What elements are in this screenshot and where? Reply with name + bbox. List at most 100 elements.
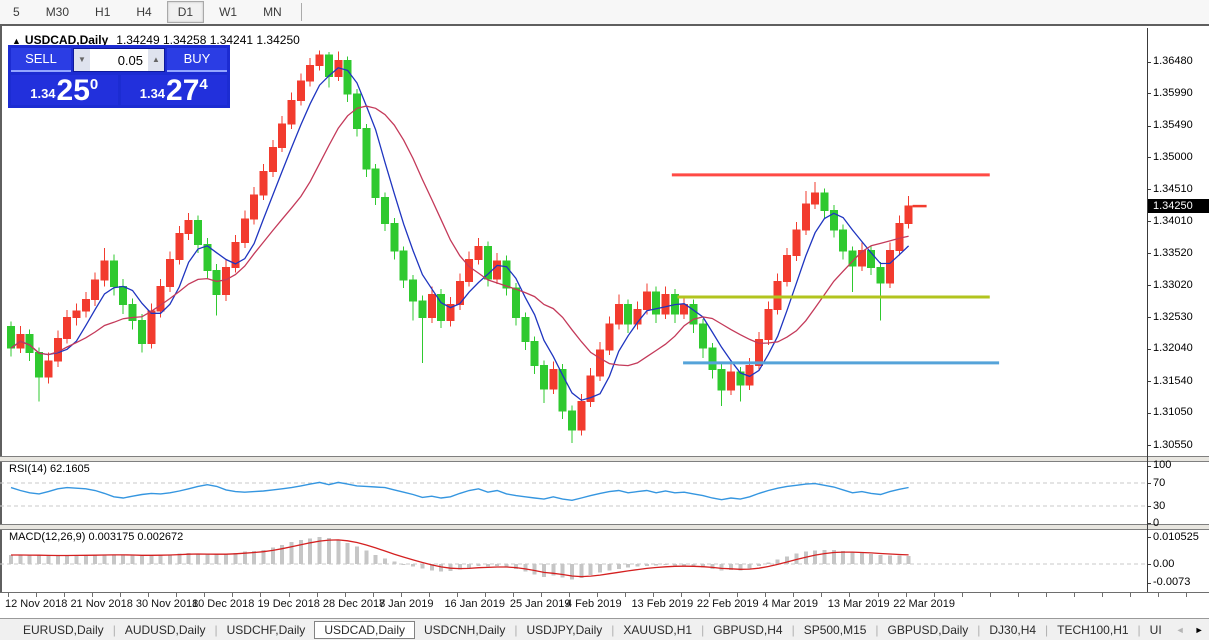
- time-tick-mark: [1130, 593, 1131, 597]
- price-axis-label: 1.33020: [1153, 278, 1193, 291]
- chart-tab-dj30-h4[interactable]: DJ30,H4: [989, 622, 1037, 637]
- timeframe-button-h1[interactable]: H1: [95, 5, 111, 19]
- axis-tick-mark: [1147, 582, 1151, 584]
- timeframe-button-5[interactable]: 5: [13, 5, 20, 19]
- time-tick-mark: [934, 593, 935, 597]
- axis-tick-mark: [1147, 221, 1151, 223]
- time-tick-mark: [1186, 593, 1187, 597]
- time-tick-mark: [1102, 593, 1103, 597]
- axis-tick-mark: [1147, 348, 1151, 350]
- tab-separator: |: [514, 622, 518, 637]
- time-tick-mark: [1158, 593, 1159, 597]
- buy-quote[interactable]: 1.34 27 4: [120, 75, 227, 106]
- price-axis-label: 1.34510: [1153, 182, 1193, 195]
- timeframe-button-d1[interactable]: D1: [166, 1, 205, 23]
- axis-tick-mark: [1147, 445, 1151, 446]
- date-axis-label: 25 Jan 2019: [509, 598, 571, 610]
- axis-tick-mark: [1147, 412, 1151, 414]
- date-axis-label: 10 Dec 2018: [192, 598, 255, 610]
- time-tick-mark: [906, 593, 907, 597]
- macd-chart-canvas[interactable]: [0, 529, 1147, 592]
- axis-tick-mark: [1147, 93, 1151, 95]
- panel-splitter[interactable]: [0, 524, 1209, 530]
- volume-decrease-icon[interactable]: ▼: [74, 49, 90, 71]
- tab-separator: |: [701, 622, 705, 637]
- buy-button[interactable]: BUY: [167, 48, 227, 72]
- chart-tabbar: EURUSD,Daily | AUDUSD,Daily | USDCHF,Daily US…: [0, 618, 1209, 640]
- chart-tab-usdcad-daily[interactable]: USDCAD,Daily: [314, 620, 415, 639]
- axis-tick-mark: [1147, 61, 1151, 63]
- chart-tab-tech100-h1[interactable]: TECH100,H1: [1057, 622, 1129, 637]
- timeframe-button-h4[interactable]: H4: [136, 5, 152, 19]
- timeframe-toolbar: 5 M30 H1 H4 D1 W1 MN: [0, 0, 1209, 26]
- toolbar-separator: [300, 3, 302, 21]
- price-axis-label: 1.36480: [1153, 55, 1193, 68]
- panel-splitter[interactable]: [0, 456, 1209, 462]
- rsi-label: RSI(14) 62.1605: [9, 463, 90, 475]
- rsi-chart-canvas[interactable]: [0, 461, 1147, 524]
- macd-axis-label: 0.00: [1153, 557, 1175, 570]
- ohlc-quotes: 1.34249 1.34258 1.34241 1.34250: [116, 33, 300, 47]
- buy-price-prefix: 1.34: [139, 86, 166, 101]
- tab-scroll-left-icon[interactable]: ◄: [1175, 624, 1185, 635]
- chart-tab-usdcnh-daily[interactable]: USDCNH,Daily: [424, 622, 506, 637]
- chart-tab-ui[interactable]: UI: [1149, 622, 1162, 637]
- price-axis-label: 1.32530: [1153, 310, 1193, 323]
- volume-increase-icon[interactable]: ▲: [148, 49, 164, 71]
- tab-scroll-right-icon[interactable]: ►: [1194, 624, 1204, 635]
- time-tick-mark: [793, 593, 794, 597]
- timeframe-button-w1[interactable]: W1: [219, 5, 238, 19]
- chart-tab-usdjpy-daily[interactable]: USDJPY,Daily: [526, 622, 603, 637]
- volume-input[interactable]: [90, 49, 148, 71]
- time-tick-mark: [204, 593, 205, 597]
- time-tick-mark: [709, 593, 710, 597]
- collapse-chart-icon[interactable]: ▲: [12, 36, 21, 46]
- timeframe-button-m30[interactable]: M30: [45, 5, 70, 19]
- time-tick-mark: [990, 593, 991, 597]
- time-tick-mark: [1018, 593, 1019, 597]
- timeframe-buttons: 5 M30 H1 H4 D1 W1 MN: [0, 1, 295, 23]
- price-axis-label: 1.35000: [1153, 150, 1193, 163]
- time-tick-mark: [513, 593, 514, 597]
- time-tick-mark: [8, 593, 9, 597]
- price-axis-label: 1.31540: [1153, 374, 1193, 387]
- time-tick-mark: [541, 593, 542, 597]
- date-axis-label: 4 Mar 2019: [762, 598, 818, 610]
- buy-price-sup: 4: [199, 76, 208, 93]
- current-price-badge: 1.34250: [1148, 198, 1209, 213]
- chart-tab-gbpusd-h4[interactable]: GBPUSD,H4: [713, 622, 783, 637]
- sell-quote[interactable]: 1.34 25 0: [11, 75, 118, 106]
- time-tick-mark: [345, 593, 346, 597]
- time-tick-mark: [373, 593, 374, 597]
- chart-tab-audusd-daily[interactable]: AUDUSD,Daily: [124, 622, 206, 637]
- time-tick-mark: [569, 593, 570, 597]
- sell-price-sup: 0: [89, 76, 99, 93]
- chart-tab-usdchf-daily[interactable]: USDCHF,Daily: [226, 622, 306, 637]
- timeframe-button-mn[interactable]: MN: [263, 5, 282, 19]
- date-axis-label: 13 Mar 2019: [827, 598, 890, 610]
- price-chart-canvas[interactable]: [0, 28, 1147, 456]
- chart-tab-eurusd-daily[interactable]: EURUSD,Daily: [23, 622, 104, 637]
- price-axis-border: [1147, 28, 1148, 592]
- chart-tab-sp500-m15[interactable]: SP500,M15: [803, 622, 867, 637]
- chart-tab-gbpusd-daily[interactable]: GBPUSD,Daily: [887, 622, 969, 637]
- tab-separator: |: [112, 622, 116, 637]
- axis-tick-mark: [1147, 537, 1151, 538]
- axis-tick-mark: [1147, 483, 1151, 484]
- rsi-axis-label: 0: [1153, 516, 1160, 529]
- one-click-trading-panel: SELL ▼ ▲ BUY 1.34 25 0 1.34 27 4: [8, 45, 230, 108]
- axis-tick-mark: [1147, 189, 1151, 191]
- sell-button[interactable]: SELL: [11, 48, 71, 72]
- time-tick-mark: [962, 593, 963, 597]
- time-tick-mark: [36, 593, 37, 597]
- chart-tab-xauusd-h1[interactable]: XAUUSD,H1: [623, 622, 693, 637]
- macd-label: MACD(12,26,9) 0.003175 0.002672: [9, 531, 184, 543]
- volume-stepper: ▼ ▲: [73, 48, 165, 72]
- date-axis-label: 12 Nov 2018: [5, 598, 68, 610]
- symbol-name: USDCAD,Daily: [24, 33, 109, 47]
- rsi-axis-label: 100: [1153, 459, 1172, 472]
- date-axis-label: 22 Feb 2019: [696, 598, 759, 610]
- time-tick-mark: [878, 593, 879, 597]
- tab-separator: |: [1045, 622, 1049, 637]
- time-tick-mark: [485, 593, 486, 597]
